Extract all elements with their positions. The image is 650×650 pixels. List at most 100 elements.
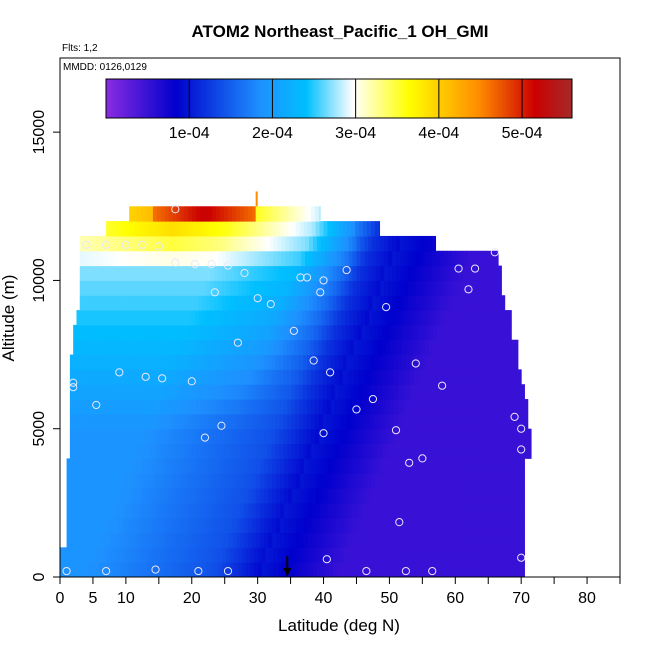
heatmap-cell	[245, 250, 251, 267]
heatmap-cell	[307, 458, 313, 474]
heatmap-cell	[445, 428, 450, 445]
heatmap-cell	[252, 458, 257, 474]
heatmap-cell	[364, 250, 369, 267]
heatmap-cell	[196, 443, 201, 459]
heatmap-cell	[461, 354, 466, 370]
heatmap-cell	[125, 532, 131, 548]
heatmap-cell	[222, 250, 227, 267]
heatmap-cell	[78, 473, 83, 489]
heatmap-cell	[69, 354, 75, 370]
heatmap-cell	[492, 324, 497, 341]
heatmap-cell	[233, 547, 239, 563]
heatmap-cell	[168, 369, 174, 385]
heatmap-cell	[97, 413, 103, 430]
heatmap-cell	[368, 265, 373, 281]
heatmap-cell	[330, 428, 336, 445]
heatmap-cell	[501, 458, 506, 474]
heatmap-cell	[337, 310, 342, 326]
heatmap-cell	[452, 324, 458, 341]
heatmap-cell	[85, 413, 91, 430]
heatmap-cell	[271, 399, 276, 415]
heatmap-cell	[335, 221, 340, 237]
heatmap-cell	[455, 295, 460, 311]
heatmap-cell	[285, 547, 290, 563]
heatmap-cell	[335, 473, 340, 489]
heatmap-cell	[492, 339, 497, 356]
heatmap-cell	[226, 310, 232, 326]
heatmap-cell	[435, 295, 440, 311]
heatmap-cell	[492, 428, 498, 445]
heatmap-cell	[232, 488, 238, 504]
heatmap-cell	[505, 502, 510, 519]
heatmap-cell	[77, 369, 83, 385]
heatmap-cell	[364, 265, 369, 281]
heatmap-cell	[453, 399, 458, 415]
heatmap-cell	[504, 399, 510, 415]
heatmap-cell	[73, 443, 79, 459]
heatmap-cell	[340, 547, 346, 563]
heatmap-cell	[287, 206, 292, 222]
heatmap-cell	[247, 206, 253, 222]
heatmap-cell	[410, 502, 415, 519]
heatmap-cell	[127, 250, 132, 267]
heatmap-cell	[359, 532, 364, 548]
heatmap-cell	[443, 280, 448, 296]
heatmap-cell	[480, 428, 486, 445]
heatmap-cell	[305, 310, 311, 326]
heatmap-cell	[280, 517, 285, 534]
heatmap-cell	[272, 458, 277, 474]
heatmap-cell	[164, 428, 170, 445]
heatmap-cell	[295, 488, 301, 504]
heatmap-cell	[242, 310, 247, 326]
heatmap-cell	[274, 324, 280, 341]
heatmap-cell	[160, 369, 166, 385]
heatmap-cell	[370, 517, 376, 534]
heatmap-cell	[129, 399, 134, 415]
heatmap-cell	[413, 354, 419, 370]
heatmap-cell	[517, 532, 522, 548]
heatmap-cell	[282, 339, 288, 356]
heatmap-cell	[189, 473, 194, 489]
heatmap-cell	[220, 399, 225, 415]
heatmap-cell	[169, 458, 174, 474]
heatmap-cell	[305, 235, 310, 252]
heatmap-cell	[216, 532, 222, 548]
heatmap-cell	[81, 324, 86, 341]
heatmap-cell	[415, 250, 421, 267]
heatmap-cell	[485, 488, 491, 504]
heatmap-cell	[268, 488, 273, 504]
heatmap-cell	[158, 280, 164, 296]
heatmap-cell	[265, 265, 271, 281]
heatmap-cell	[486, 547, 492, 563]
heatmap-cell	[125, 354, 130, 370]
heatmap-cell	[149, 517, 155, 534]
heatmap-cell	[104, 339, 110, 356]
heatmap-cell	[146, 295, 152, 311]
heatmap-cell	[236, 488, 242, 504]
heatmap-cell	[192, 369, 197, 385]
heatmap-cell	[419, 280, 425, 296]
heatmap-cell	[281, 265, 286, 281]
heatmap-cell	[144, 206, 150, 222]
heatmap-cell	[351, 488, 356, 504]
heatmap-cell	[90, 502, 95, 519]
heatmap-cell	[150, 295, 156, 311]
heatmap-cell	[219, 324, 224, 341]
heatmap-cell	[220, 517, 226, 534]
heatmap-cell	[228, 488, 234, 504]
heatmap-cell	[359, 473, 364, 489]
heatmap-cell	[152, 413, 158, 430]
heatmap-cell	[319, 517, 325, 534]
heatmap-cell	[509, 458, 514, 474]
heatmap-cell	[95, 265, 101, 281]
heatmap-cell	[145, 517, 151, 534]
heatmap-cell	[449, 384, 454, 400]
heatmap-cell	[359, 488, 364, 504]
heatmap-cell	[243, 443, 249, 459]
heatmap-cell	[399, 250, 405, 267]
heatmap-cell	[365, 310, 370, 326]
heatmap-cell	[356, 235, 361, 252]
heatmap-cell	[153, 502, 159, 519]
heatmap-cell	[109, 399, 114, 415]
heatmap-cell	[410, 473, 415, 489]
